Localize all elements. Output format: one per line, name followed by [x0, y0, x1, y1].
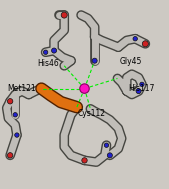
Circle shape: [13, 113, 17, 117]
Text: Gly45: Gly45: [120, 57, 142, 66]
Circle shape: [7, 98, 13, 104]
Circle shape: [92, 58, 97, 63]
Circle shape: [136, 89, 141, 94]
Circle shape: [43, 50, 48, 54]
Text: His46: His46: [37, 59, 59, 68]
Circle shape: [107, 153, 112, 158]
Circle shape: [15, 133, 19, 137]
Circle shape: [142, 41, 148, 47]
Text: Cys112: Cys112: [78, 109, 106, 119]
Circle shape: [80, 84, 89, 93]
Circle shape: [7, 153, 13, 158]
Text: His117: His117: [128, 84, 154, 93]
Circle shape: [140, 82, 144, 87]
Circle shape: [133, 36, 137, 41]
Circle shape: [52, 48, 57, 53]
Circle shape: [104, 143, 109, 147]
Circle shape: [82, 158, 87, 163]
Text: Met121: Met121: [7, 84, 35, 93]
Circle shape: [61, 12, 67, 18]
